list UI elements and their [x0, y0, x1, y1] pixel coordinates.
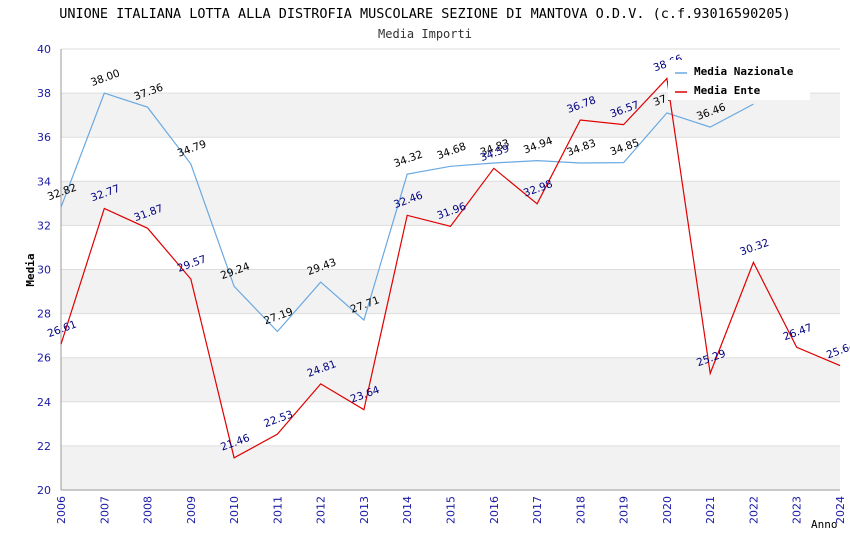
- y-tick-label: 34: [37, 175, 51, 188]
- chart-title: UNIONE ITALIANA LOTTA ALLA DISTROFIA MUS…: [59, 6, 791, 22]
- plot-bands: [61, 49, 840, 490]
- x-tick-label: 2020: [661, 496, 674, 524]
- x-tick-label: 2006: [55, 496, 68, 524]
- x-tick-label: 2024: [834, 496, 847, 524]
- y-tick-label: 22: [37, 440, 51, 453]
- x-tick-label: 2007: [98, 496, 111, 524]
- x-tick-label: 2011: [271, 496, 284, 524]
- x-tick-label: 2015: [445, 496, 458, 524]
- x-tick-label: 2009: [185, 496, 198, 524]
- x-tick-label: 2010: [228, 496, 241, 524]
- y-tick-label: 38: [37, 87, 51, 100]
- plot-band: [61, 401, 840, 446]
- x-axis-title: Anno: [811, 518, 838, 531]
- x-tick-labels: 2006 2007 2008 2009 2010 2011 2012 2013 2014 2015…: [55, 496, 847, 524]
- y-tick-label: 36: [37, 131, 51, 144]
- series-line-media-ente: [60, 77, 841, 459]
- x-tick-label: 2016: [488, 496, 501, 524]
- x-tick-label: 2012: [315, 496, 328, 524]
- legend-label-media-nazionale: Media Nazionale: [694, 65, 794, 78]
- x-tick-label: 2021: [704, 496, 717, 524]
- legend: Media Nazionale Media Ente: [668, 60, 810, 100]
- plot-band: [61, 225, 840, 270]
- x-tick-label: 2018: [574, 496, 587, 524]
- chart-subtitle: Media Importi: [378, 27, 472, 41]
- series-lines: [60, 77, 841, 459]
- x-tick-label: 2019: [618, 496, 631, 524]
- y-tick-labels: 20 22 24 26 28 30 32 34 36 38 40: [37, 43, 51, 497]
- legend-box: [668, 60, 810, 100]
- y-tick-label: 24: [37, 396, 51, 409]
- plot-band: [61, 93, 840, 138]
- plot-band: [61, 313, 840, 358]
- y-tick-label: 26: [37, 352, 51, 365]
- plot-band: [61, 357, 840, 402]
- y-tick-label: 30: [37, 264, 51, 277]
- plot-band: [61, 137, 840, 182]
- x-tick-label: 2008: [142, 496, 155, 524]
- x-tick-label: 2013: [358, 496, 371, 524]
- y-axis-title: Media: [24, 253, 37, 286]
- y-tick-label: 28: [37, 308, 51, 321]
- plot-band: [61, 445, 840, 490]
- x-tick-label: 2023: [791, 496, 804, 524]
- x-tick-label: 2014: [401, 496, 414, 524]
- plot-band: [61, 269, 840, 314]
- series-line-media-nazionale: [60, 92, 754, 333]
- y-tick-label: 20: [37, 484, 51, 497]
- plot-band: [61, 181, 840, 226]
- y-tick-label: 32: [37, 219, 51, 232]
- legend-label-media-ente: Media Ente: [694, 84, 761, 97]
- y-tick-label: 40: [37, 43, 51, 56]
- x-tick-label: 2022: [747, 496, 760, 524]
- x-tick-label: 2017: [531, 496, 544, 524]
